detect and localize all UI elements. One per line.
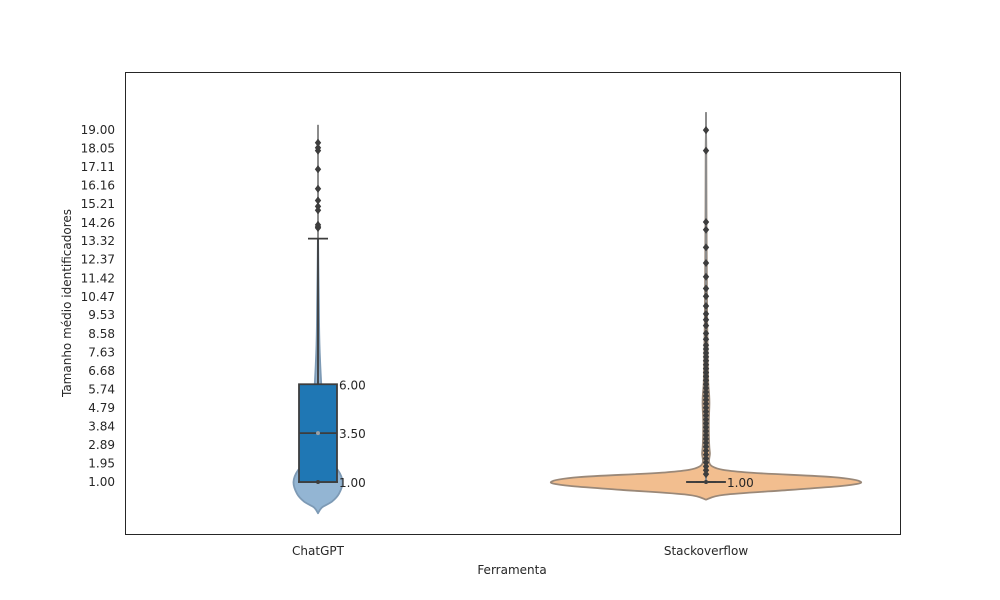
outlier-point: [314, 138, 322, 147]
outlier-point: [702, 272, 710, 281]
outlier-point: [702, 217, 710, 226]
outlier-point: [702, 335, 710, 344]
y-tick-label: 5.74: [88, 382, 115, 396]
y-tick-label: 11.42: [81, 271, 115, 285]
outlier-point: [314, 196, 322, 205]
y-axis-label: Tamanho médio identificadores: [60, 209, 74, 398]
outlier-point: [702, 329, 710, 338]
annotation-label: 6.00: [339, 378, 366, 392]
annotation-label: 1.00: [727, 476, 754, 490]
outlier-point: [702, 292, 710, 301]
y-tick-label: 18.05: [81, 142, 115, 156]
y-tick-label: 9.53: [88, 308, 115, 322]
outlier-point: [702, 146, 710, 155]
y-tick-label: 7.63: [88, 345, 115, 359]
outlier-point: [314, 184, 322, 193]
y-tick-label: 3.84: [88, 419, 115, 433]
x-tick-label-chatgpt: ChatGPT: [292, 544, 345, 558]
y-tick-label: 10.47: [81, 290, 115, 304]
y-tick-label: 2.89: [88, 438, 115, 452]
outlier-point: [702, 126, 710, 135]
outlier-point: [314, 165, 322, 174]
y-tick-label: 19.00: [81, 123, 115, 137]
y-tick-label: 1.95: [88, 456, 115, 470]
min-dot-stackoverflow: [704, 480, 708, 484]
x-axis-label: Ferramenta: [477, 563, 546, 577]
y-tick-label: 15.21: [81, 197, 115, 211]
outlier-point: [702, 243, 710, 252]
outlier-point: [702, 302, 710, 311]
boxes-layer: 6.00 3.50 1.00 1.00: [298, 112, 754, 490]
y-tick-label: 1.00: [88, 475, 115, 489]
median-dot-chatgpt: [316, 431, 320, 436]
y-tick-label: 6.68: [88, 364, 115, 378]
outlier-point: [314, 220, 322, 229]
outlier-point: [702, 309, 710, 318]
outlier-point: [702, 259, 710, 268]
outlier-point: [702, 225, 710, 234]
y-tick-label: 12.37: [81, 253, 115, 267]
y-axis-ticks: 1.00 1.95 2.89 3.84 4.79 5.74 6.68 7.63 8.58 9.53…: [81, 123, 115, 489]
y-tick-label: 16.16: [81, 179, 115, 193]
outlier-point: [702, 284, 710, 293]
outlier-point: [702, 341, 710, 350]
outlier-point: [314, 202, 322, 211]
outlier-point: [314, 143, 322, 152]
plot-frame: [125, 72, 901, 535]
y-tick-label: 14.26: [81, 216, 115, 230]
outlier-point: [702, 315, 710, 324]
outlier-point: [702, 321, 710, 330]
x-tick-label-stackoverflow: Stackoverflow: [664, 544, 748, 558]
violins-layer: [292, 129, 863, 515]
annotation-label: 1.00: [339, 476, 366, 490]
y-tick-label: 17.11: [81, 160, 115, 174]
x-axis-ticks: ChatGPT Stackoverflow: [292, 544, 748, 558]
min-dot-chatgpt: [316, 480, 320, 484]
y-tick-label: 8.58: [88, 327, 115, 341]
y-tick-label: 4.79: [88, 401, 115, 415]
y-tick-label: 13.32: [81, 234, 115, 248]
annotation-label: 3.50: [339, 427, 366, 441]
